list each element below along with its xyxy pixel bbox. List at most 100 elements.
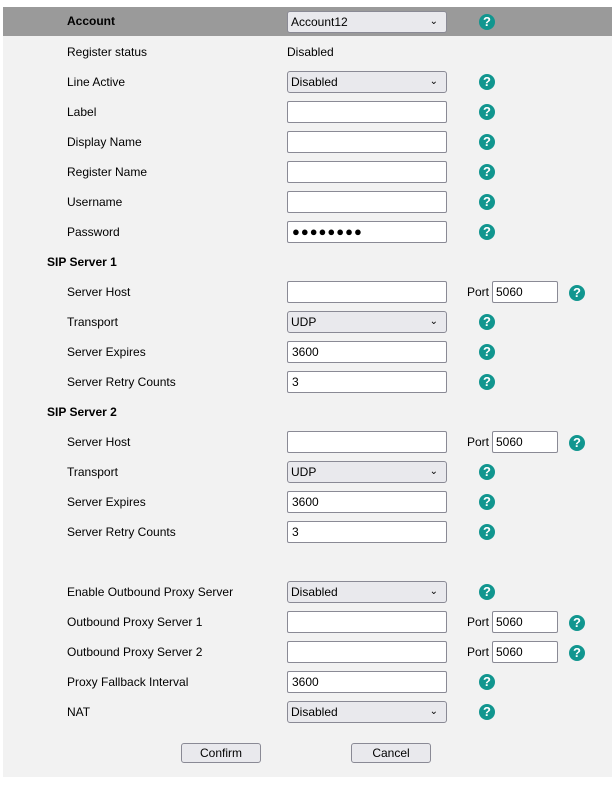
account-label: Account [67, 14, 115, 28]
form-row: NAT Disabled ⌄? [3, 697, 612, 727]
account-settings-panel: Account Account12 ⌄? Register status Disable… [3, 7, 612, 777]
chevron-down-icon: ⌄ [429, 706, 438, 717]
enable-outbound-proxy-server-select[interactable]: Disabled ⌄ [287, 581, 447, 603]
form-row: Register Name? [3, 157, 612, 187]
form-row: Server Expires 3600? [3, 487, 612, 517]
form-row: Display Name? [3, 127, 612, 157]
nat-selected-value: Disabled [291, 705, 338, 719]
nat-select[interactable]: Disabled ⌄ [287, 701, 447, 723]
label-label: Label [67, 105, 97, 119]
form-row: Username? [3, 187, 612, 217]
form-row: Line Active Disabled ⌄? [3, 67, 612, 97]
help-icon[interactable]: ? [479, 164, 495, 180]
help-icon[interactable]: ? [479, 134, 495, 150]
help-icon[interactable]: ? [569, 615, 585, 631]
sip-server-1-server-host-port-input[interactable]: 5060 [492, 281, 558, 303]
help-icon[interactable]: ? [569, 645, 585, 661]
help-icon[interactable]: ? [479, 344, 495, 360]
chevron-down-icon: ⌄ [429, 16, 438, 27]
outbound-proxy-server-2-port-input[interactable]: 5060 [492, 641, 558, 663]
outbound-proxy-server-2-port-label: Port [467, 645, 490, 659]
form-row: Label? [3, 97, 612, 127]
spacer-row [3, 547, 612, 577]
help-icon[interactable]: ? [569, 435, 585, 451]
username-input[interactable] [287, 191, 447, 213]
register-name-input[interactable] [287, 161, 447, 183]
help-icon[interactable]: ? [479, 74, 495, 90]
proxy-fallback-interval-input[interactable]: 3600 [287, 671, 447, 693]
help-icon[interactable]: ? [479, 674, 495, 690]
enable-outbound-proxy-server-selected-value: Disabled [291, 585, 338, 599]
form-row: Password ●●●●●●●●? [3, 217, 612, 247]
section-header: SIP Server 2 [3, 397, 612, 427]
sip-server-2-server-expires-input[interactable]: 3600 [287, 491, 447, 513]
form-row: Server Host Port 5060? [3, 427, 612, 457]
outbound-proxy-server-1-input[interactable] [287, 611, 447, 633]
outbound-proxy-server-1-port-input[interactable]: 5060 [492, 611, 558, 633]
header-row: Account Account12 ⌄? [3, 7, 612, 36]
enable-outbound-proxy-server-label: Enable Outbound Proxy Server [67, 585, 234, 599]
line-active-select[interactable]: Disabled ⌄ [287, 71, 447, 93]
sip-server-2-transport-selected-value: UDP [291, 465, 317, 479]
sip-server-2-server-retry-counts-label: Server Retry Counts [67, 525, 176, 539]
account-select[interactable]: Account12 ⌄ [287, 11, 447, 33]
cancel-button[interactable]: Cancel [351, 743, 431, 763]
help-icon[interactable]: ? [479, 104, 495, 120]
password-input[interactable]: ●●●●●●●● [287, 221, 447, 243]
sip-server-2-transport-label: Transport [67, 465, 118, 479]
outbound-proxy-server-2-label: Outbound Proxy Server 2 [67, 645, 203, 659]
sip-server-2-server-host-input[interactable] [287, 431, 447, 453]
sip-server-2-server-host-port-input[interactable]: 5060 [492, 431, 558, 453]
sip-server-2-transport-select[interactable]: UDP ⌄ [287, 461, 447, 483]
display-name-label: Display Name [67, 135, 142, 149]
form-row: Enable Outbound Proxy Server Disabled ⌄? [3, 577, 612, 607]
help-icon[interactable]: ? [479, 704, 495, 720]
form-row: Server Host Port 5060? [3, 277, 612, 307]
form-row: Outbound Proxy Server 1 Port 5060? [3, 607, 612, 637]
outbound-proxy-server-2-input[interactable] [287, 641, 447, 663]
form-row: Outbound Proxy Server 2 Port 5060? [3, 637, 612, 667]
sip-server-1-server-retry-counts-label: Server Retry Counts [67, 375, 176, 389]
sip-server-2-server-expires-label: Server Expires [67, 495, 146, 509]
form-row: Server Expires 3600? [3, 337, 612, 367]
account-selected-value: Account12 [291, 15, 348, 29]
form-row: Proxy Fallback Interval 3600? [3, 667, 612, 697]
sip-server-2-server-retry-counts-input[interactable]: 3 [287, 521, 447, 543]
help-icon[interactable]: ? [479, 464, 495, 480]
username-label: Username [67, 195, 123, 209]
sip-server-1-transport-label: Transport [67, 315, 118, 329]
register-status-label: Register status [67, 45, 148, 59]
label-input[interactable] [287, 101, 447, 123]
form-row: Server Retry Counts 3? [3, 367, 612, 397]
sip-server-2-server-host-port-label: Port [467, 435, 490, 449]
password-label: Password [67, 225, 120, 239]
help-icon[interactable]: ? [479, 494, 495, 510]
line-active-label: Line Active [67, 75, 126, 89]
sip-server-1-server-expires-input[interactable]: 3600 [287, 341, 447, 363]
form-row: Transport UDP ⌄? [3, 307, 612, 337]
help-icon[interactable]: ? [569, 285, 585, 301]
help-icon[interactable]: ? [479, 14, 495, 30]
form-row: Register status Disabled [3, 37, 612, 67]
chevron-down-icon: ⌄ [429, 76, 438, 87]
help-icon[interactable]: ? [479, 224, 495, 240]
confirm-button[interactable]: Confirm [181, 743, 261, 763]
help-icon[interactable]: ? [479, 194, 495, 210]
sip-server-1-server-host-input[interactable] [287, 281, 447, 303]
help-icon[interactable]: ? [479, 374, 495, 390]
help-icon[interactable]: ? [479, 584, 495, 600]
register-status-value: Disabled [287, 45, 334, 59]
chevron-down-icon: ⌄ [429, 316, 438, 327]
help-icon[interactable]: ? [479, 524, 495, 540]
line-active-selected-value: Disabled [291, 75, 338, 89]
display-name-input[interactable] [287, 131, 447, 153]
sip-server-1-transport-selected-value: UDP [291, 315, 317, 329]
help-icon[interactable]: ? [479, 314, 495, 330]
sip-server-1-transport-select[interactable]: UDP ⌄ [287, 311, 447, 333]
register-name-label: Register Name [67, 165, 148, 179]
outbound-proxy-server-1-label: Outbound Proxy Server 1 [67, 615, 203, 629]
nat-label: NAT [67, 705, 91, 719]
chevron-down-icon: ⌄ [429, 466, 438, 477]
form-row: Transport UDP ⌄? [3, 457, 612, 487]
sip-server-1-server-retry-counts-input[interactable]: 3 [287, 371, 447, 393]
